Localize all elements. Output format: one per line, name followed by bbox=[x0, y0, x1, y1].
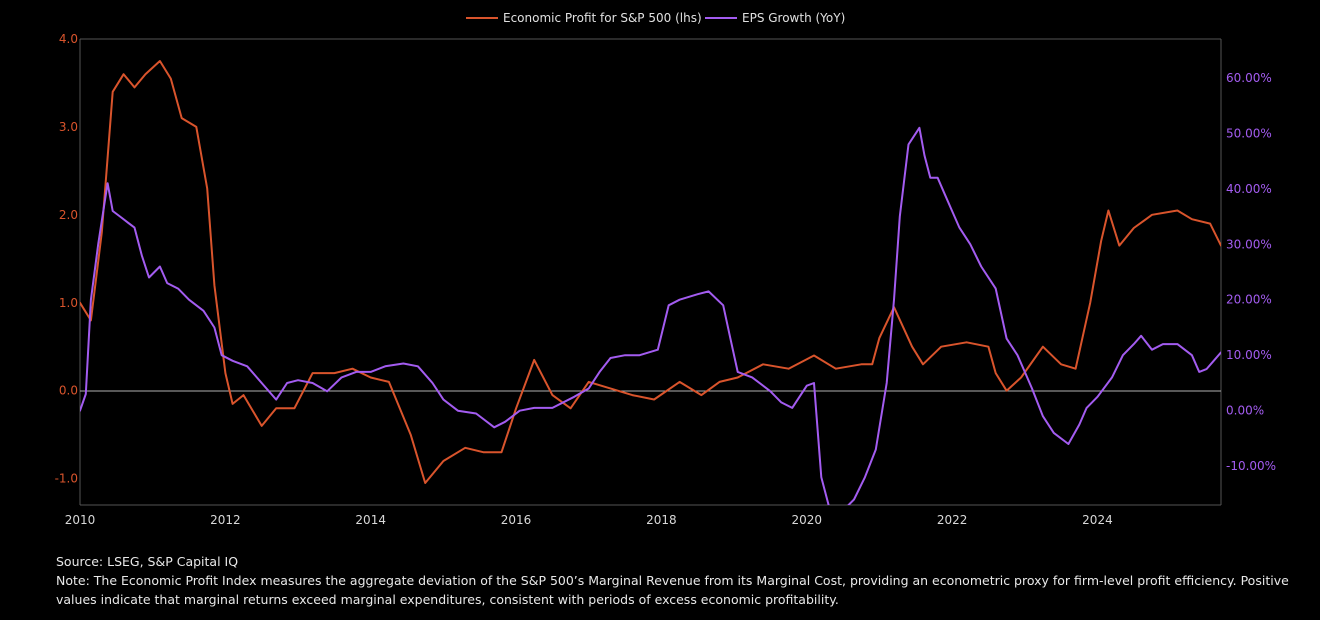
plot-frame bbox=[79, 38, 1222, 506]
x-tick-label: 2018 bbox=[646, 513, 677, 527]
left-tick-label: -1.0 bbox=[55, 472, 78, 486]
legend-label-eps-growth: EPS Growth (YoY) bbox=[742, 11, 845, 25]
left-tick-label: 2.0 bbox=[59, 208, 78, 222]
x-tick-label: 2012 bbox=[210, 513, 241, 527]
left-axis-ticks: 4.0 3.0 2.0 1.0 0.0 -1.0 bbox=[55, 32, 78, 486]
series-line-economic-profit bbox=[80, 60, 1221, 484]
right-tick-label: -10.00% bbox=[1226, 459, 1276, 473]
right-tick-label: 50.00% bbox=[1226, 126, 1272, 140]
source-text: Source: LSEG, S&P Capital IQ bbox=[56, 554, 239, 569]
chart: Economic Profit for S&P 500 (lhs) EPS Gr… bbox=[55, 11, 1277, 527]
right-axis-ticks: 60.00% 50.00% 40.00% 30.00% 20.00% 10.00% 0.00… bbox=[1226, 71, 1276, 473]
right-tick-label: 40.00% bbox=[1226, 182, 1272, 196]
x-tick-label: 2022 bbox=[937, 513, 968, 527]
series-group bbox=[80, 60, 1221, 505]
left-tick-label: 4.0 bbox=[59, 32, 78, 46]
right-tick-label: 20.00% bbox=[1226, 293, 1272, 307]
left-tick-label: 0.0 bbox=[59, 384, 78, 398]
left-tick-label: 3.0 bbox=[59, 120, 78, 134]
right-tick-label: 60.00% bbox=[1226, 71, 1272, 85]
footer: Source: LSEG, S&P Capital IQ Note: The E… bbox=[56, 552, 1296, 609]
x-axis-ticks: 2010 2012 2014 2016 2018 2020 2022 2024 bbox=[65, 513, 1113, 527]
x-tick-label: 2020 bbox=[791, 513, 822, 527]
legend: Economic Profit for S&P 500 (lhs) EPS Gr… bbox=[466, 11, 845, 25]
right-tick-label: 30.00% bbox=[1226, 237, 1272, 251]
left-tick-label: 1.0 bbox=[59, 296, 78, 310]
note-text: Note: The Economic Profit Index measures… bbox=[56, 573, 1289, 607]
right-tick-label: 0.00% bbox=[1226, 404, 1264, 418]
x-tick-label: 2016 bbox=[501, 513, 532, 527]
x-tick-label: 2010 bbox=[65, 513, 96, 527]
x-tick-label: 2014 bbox=[355, 513, 386, 527]
legend-label-economic-profit: Economic Profit for S&P 500 (lhs) bbox=[503, 11, 702, 25]
right-tick-label: 10.00% bbox=[1226, 348, 1272, 362]
series-line-eps-growth bbox=[80, 126, 1221, 505]
x-tick-label: 2024 bbox=[1082, 513, 1113, 527]
